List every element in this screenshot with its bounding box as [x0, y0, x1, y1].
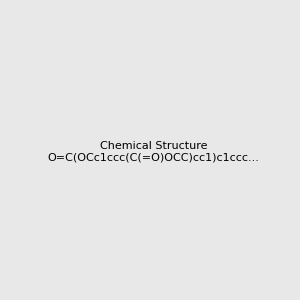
Text: Chemical Structure
O=C(OCc1ccc(C(=O)OCC)cc1)c1ccc...: Chemical Structure O=C(OCc1ccc(C(=O)OCC)…	[48, 141, 260, 162]
